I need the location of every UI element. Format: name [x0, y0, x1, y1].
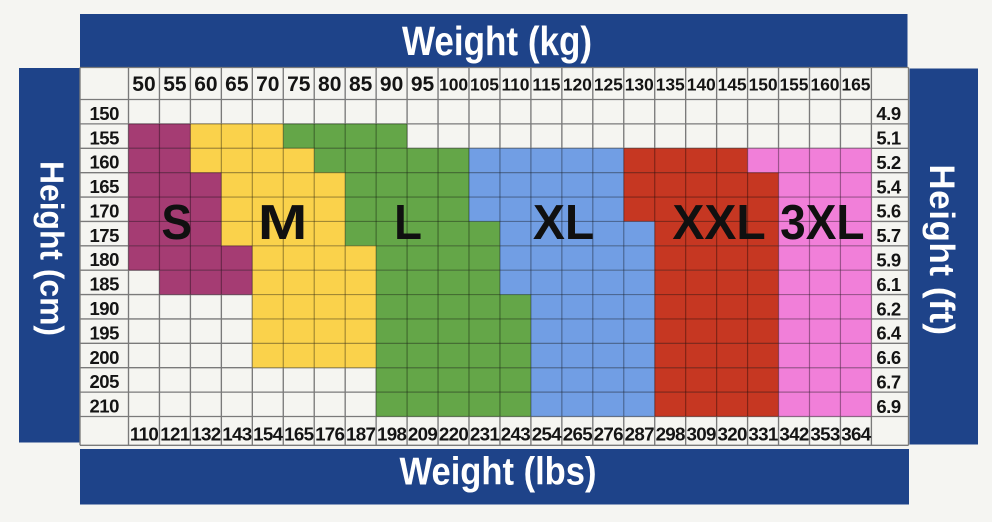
svg-text:198: 198: [377, 423, 406, 444]
svg-text:140: 140: [687, 75, 716, 95]
svg-text:154: 154: [253, 423, 283, 444]
svg-text:309: 309: [687, 423, 716, 444]
svg-text:175: 175: [90, 225, 120, 246]
svg-text:95: 95: [411, 73, 435, 96]
svg-text:180: 180: [90, 249, 120, 270]
svg-text:342: 342: [779, 423, 808, 444]
svg-text:276: 276: [594, 423, 623, 444]
svg-text:254: 254: [532, 423, 562, 444]
svg-text:115: 115: [532, 75, 560, 95]
svg-text:110: 110: [501, 75, 529, 95]
svg-text:5.4: 5.4: [876, 176, 901, 197]
svg-text:4.9: 4.9: [876, 103, 900, 124]
svg-text:65: 65: [225, 73, 249, 96]
svg-text:80: 80: [318, 73, 341, 96]
svg-text:Height (cm): Height (cm): [33, 161, 71, 336]
svg-text:150: 150: [90, 103, 120, 124]
svg-text:5.1: 5.1: [876, 128, 900, 149]
svg-text:S: S: [161, 196, 192, 251]
svg-text:L: L: [394, 195, 422, 250]
svg-text:195: 195: [90, 322, 120, 343]
svg-text:110: 110: [130, 423, 158, 444]
svg-text:XXL: XXL: [672, 195, 765, 250]
svg-text:5.6: 5.6: [876, 201, 900, 222]
svg-text:160: 160: [90, 152, 120, 173]
svg-text:3XL: 3XL: [780, 196, 864, 251]
svg-text:120: 120: [563, 75, 592, 95]
svg-text:Height (ft): Height (ft): [922, 164, 961, 335]
svg-text:160: 160: [811, 75, 840, 95]
svg-text:125: 125: [594, 75, 623, 95]
svg-text:165: 165: [841, 75, 870, 95]
svg-text:143: 143: [222, 423, 251, 444]
svg-text:331: 331: [748, 423, 777, 444]
svg-text:5.9: 5.9: [876, 250, 900, 271]
svg-text:Weight (lbs): Weight (lbs): [400, 450, 597, 493]
svg-text:298: 298: [656, 423, 685, 444]
svg-text:132: 132: [191, 423, 220, 444]
svg-text:5.7: 5.7: [876, 225, 900, 246]
svg-text:231: 231: [470, 423, 499, 444]
svg-text:6.1: 6.1: [876, 274, 900, 295]
svg-text:353: 353: [810, 423, 839, 444]
svg-text:265: 265: [563, 423, 592, 444]
svg-text:70: 70: [256, 73, 279, 96]
svg-text:165: 165: [284, 423, 313, 444]
svg-text:55: 55: [163, 73, 187, 96]
svg-text:243: 243: [501, 423, 530, 444]
svg-text:155: 155: [90, 127, 120, 148]
svg-text:60: 60: [194, 73, 217, 96]
svg-text:6.7: 6.7: [876, 371, 900, 392]
svg-text:287: 287: [625, 423, 654, 444]
svg-text:320: 320: [717, 423, 746, 444]
svg-text:105: 105: [470, 75, 499, 95]
svg-text:6.4: 6.4: [876, 323, 901, 344]
svg-text:165: 165: [90, 176, 120, 197]
svg-text:75: 75: [287, 73, 311, 96]
svg-text:190: 190: [90, 298, 120, 319]
svg-text:M: M: [258, 195, 307, 250]
svg-text:85: 85: [349, 73, 373, 96]
svg-text:5.2: 5.2: [876, 152, 900, 173]
svg-text:6.2: 6.2: [876, 298, 900, 319]
svg-text:130: 130: [625, 75, 654, 95]
svg-text:150: 150: [749, 75, 778, 95]
svg-text:364: 364: [841, 423, 871, 444]
svg-text:209: 209: [408, 423, 437, 444]
svg-text:176: 176: [315, 423, 344, 444]
svg-text:121: 121: [160, 423, 189, 444]
svg-text:100: 100: [439, 75, 468, 95]
svg-text:135: 135: [656, 75, 685, 95]
svg-text:90: 90: [380, 73, 403, 96]
svg-text:50: 50: [132, 73, 155, 96]
svg-text:170: 170: [90, 200, 120, 221]
svg-text:210: 210: [90, 396, 120, 417]
svg-text:6.9: 6.9: [876, 396, 900, 417]
svg-text:155: 155: [780, 75, 809, 95]
svg-text:185: 185: [90, 274, 120, 295]
svg-text:200: 200: [90, 347, 120, 368]
svg-text:6.6: 6.6: [876, 347, 900, 368]
svg-text:187: 187: [346, 423, 375, 444]
svg-text:Weight (kg): Weight (kg): [402, 19, 592, 65]
svg-text:205: 205: [90, 371, 120, 392]
svg-text:145: 145: [718, 75, 747, 95]
svg-text:XL: XL: [533, 195, 594, 250]
svg-text:220: 220: [439, 423, 468, 444]
